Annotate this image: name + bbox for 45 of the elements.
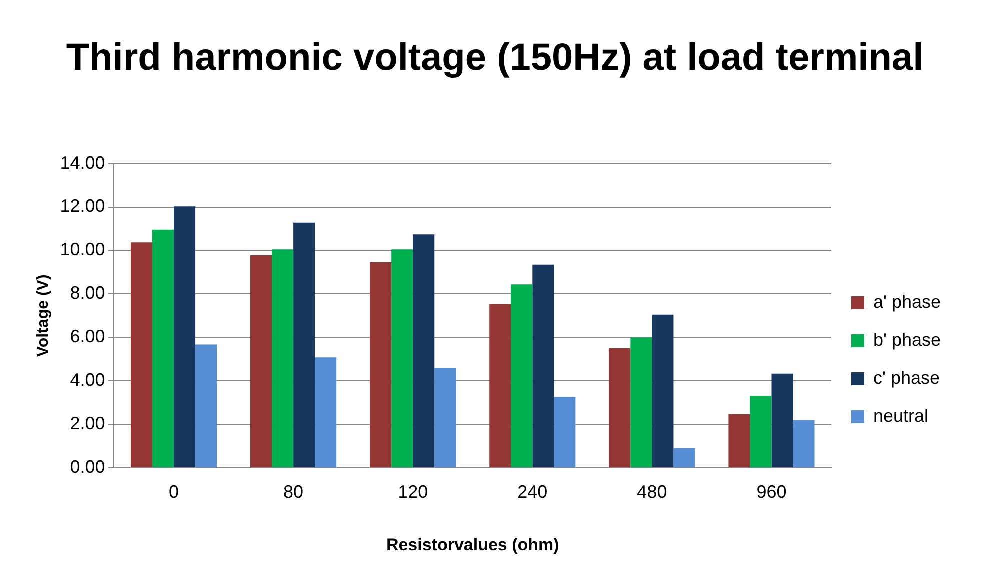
bar [196, 344, 218, 468]
legend-label: neutral [874, 406, 929, 426]
bar [294, 222, 316, 468]
bar [434, 368, 456, 468]
bar [609, 348, 631, 468]
bar [532, 264, 554, 468]
bar [490, 304, 512, 468]
bar [174, 206, 196, 468]
bar [652, 314, 674, 468]
bar [511, 284, 533, 468]
y-tick-label: 12.00 [60, 196, 106, 216]
bar [554, 397, 576, 468]
bar [772, 374, 794, 468]
y-tick-label: 10.00 [60, 240, 106, 260]
y-tick-label: 6.00 [70, 326, 106, 347]
x-axis-title: Resistorvalues (ohm) [386, 535, 560, 554]
bar [630, 338, 652, 468]
x-tick-label: 80 [284, 482, 304, 502]
y-tick-label: 14.00 [60, 152, 106, 173]
legend-label: b' phase [874, 330, 942, 350]
y-tick-label: 0.00 [70, 456, 106, 477]
y-axis-title: Voltage (V) [35, 274, 52, 358]
x-tick-label: 0 [169, 482, 180, 502]
chart-title: Third harmonic voltage (150Hz) at load terminal [65, 36, 925, 81]
bar [272, 250, 294, 468]
x-tick-label: 960 [756, 482, 787, 502]
y-tick-label: 2.00 [70, 414, 106, 434]
bar [370, 262, 392, 468]
x-tick-label: 480 [637, 482, 668, 502]
legend-label: c' phase [874, 368, 940, 388]
bar [674, 448, 696, 468]
bar [152, 230, 174, 468]
bar [315, 358, 337, 468]
bar [130, 242, 152, 468]
y-tick-label: 4.00 [70, 370, 106, 390]
x-tick-label: 240 [518, 482, 548, 502]
legend-label: a' phase [874, 292, 942, 312]
bar [750, 396, 772, 468]
x-tick-label: 120 [398, 482, 428, 502]
bar [793, 420, 815, 468]
bar [413, 234, 435, 468]
bar [728, 414, 750, 468]
bar [250, 255, 272, 468]
bar [392, 250, 414, 468]
y-tick-label: 8.00 [70, 283, 106, 304]
